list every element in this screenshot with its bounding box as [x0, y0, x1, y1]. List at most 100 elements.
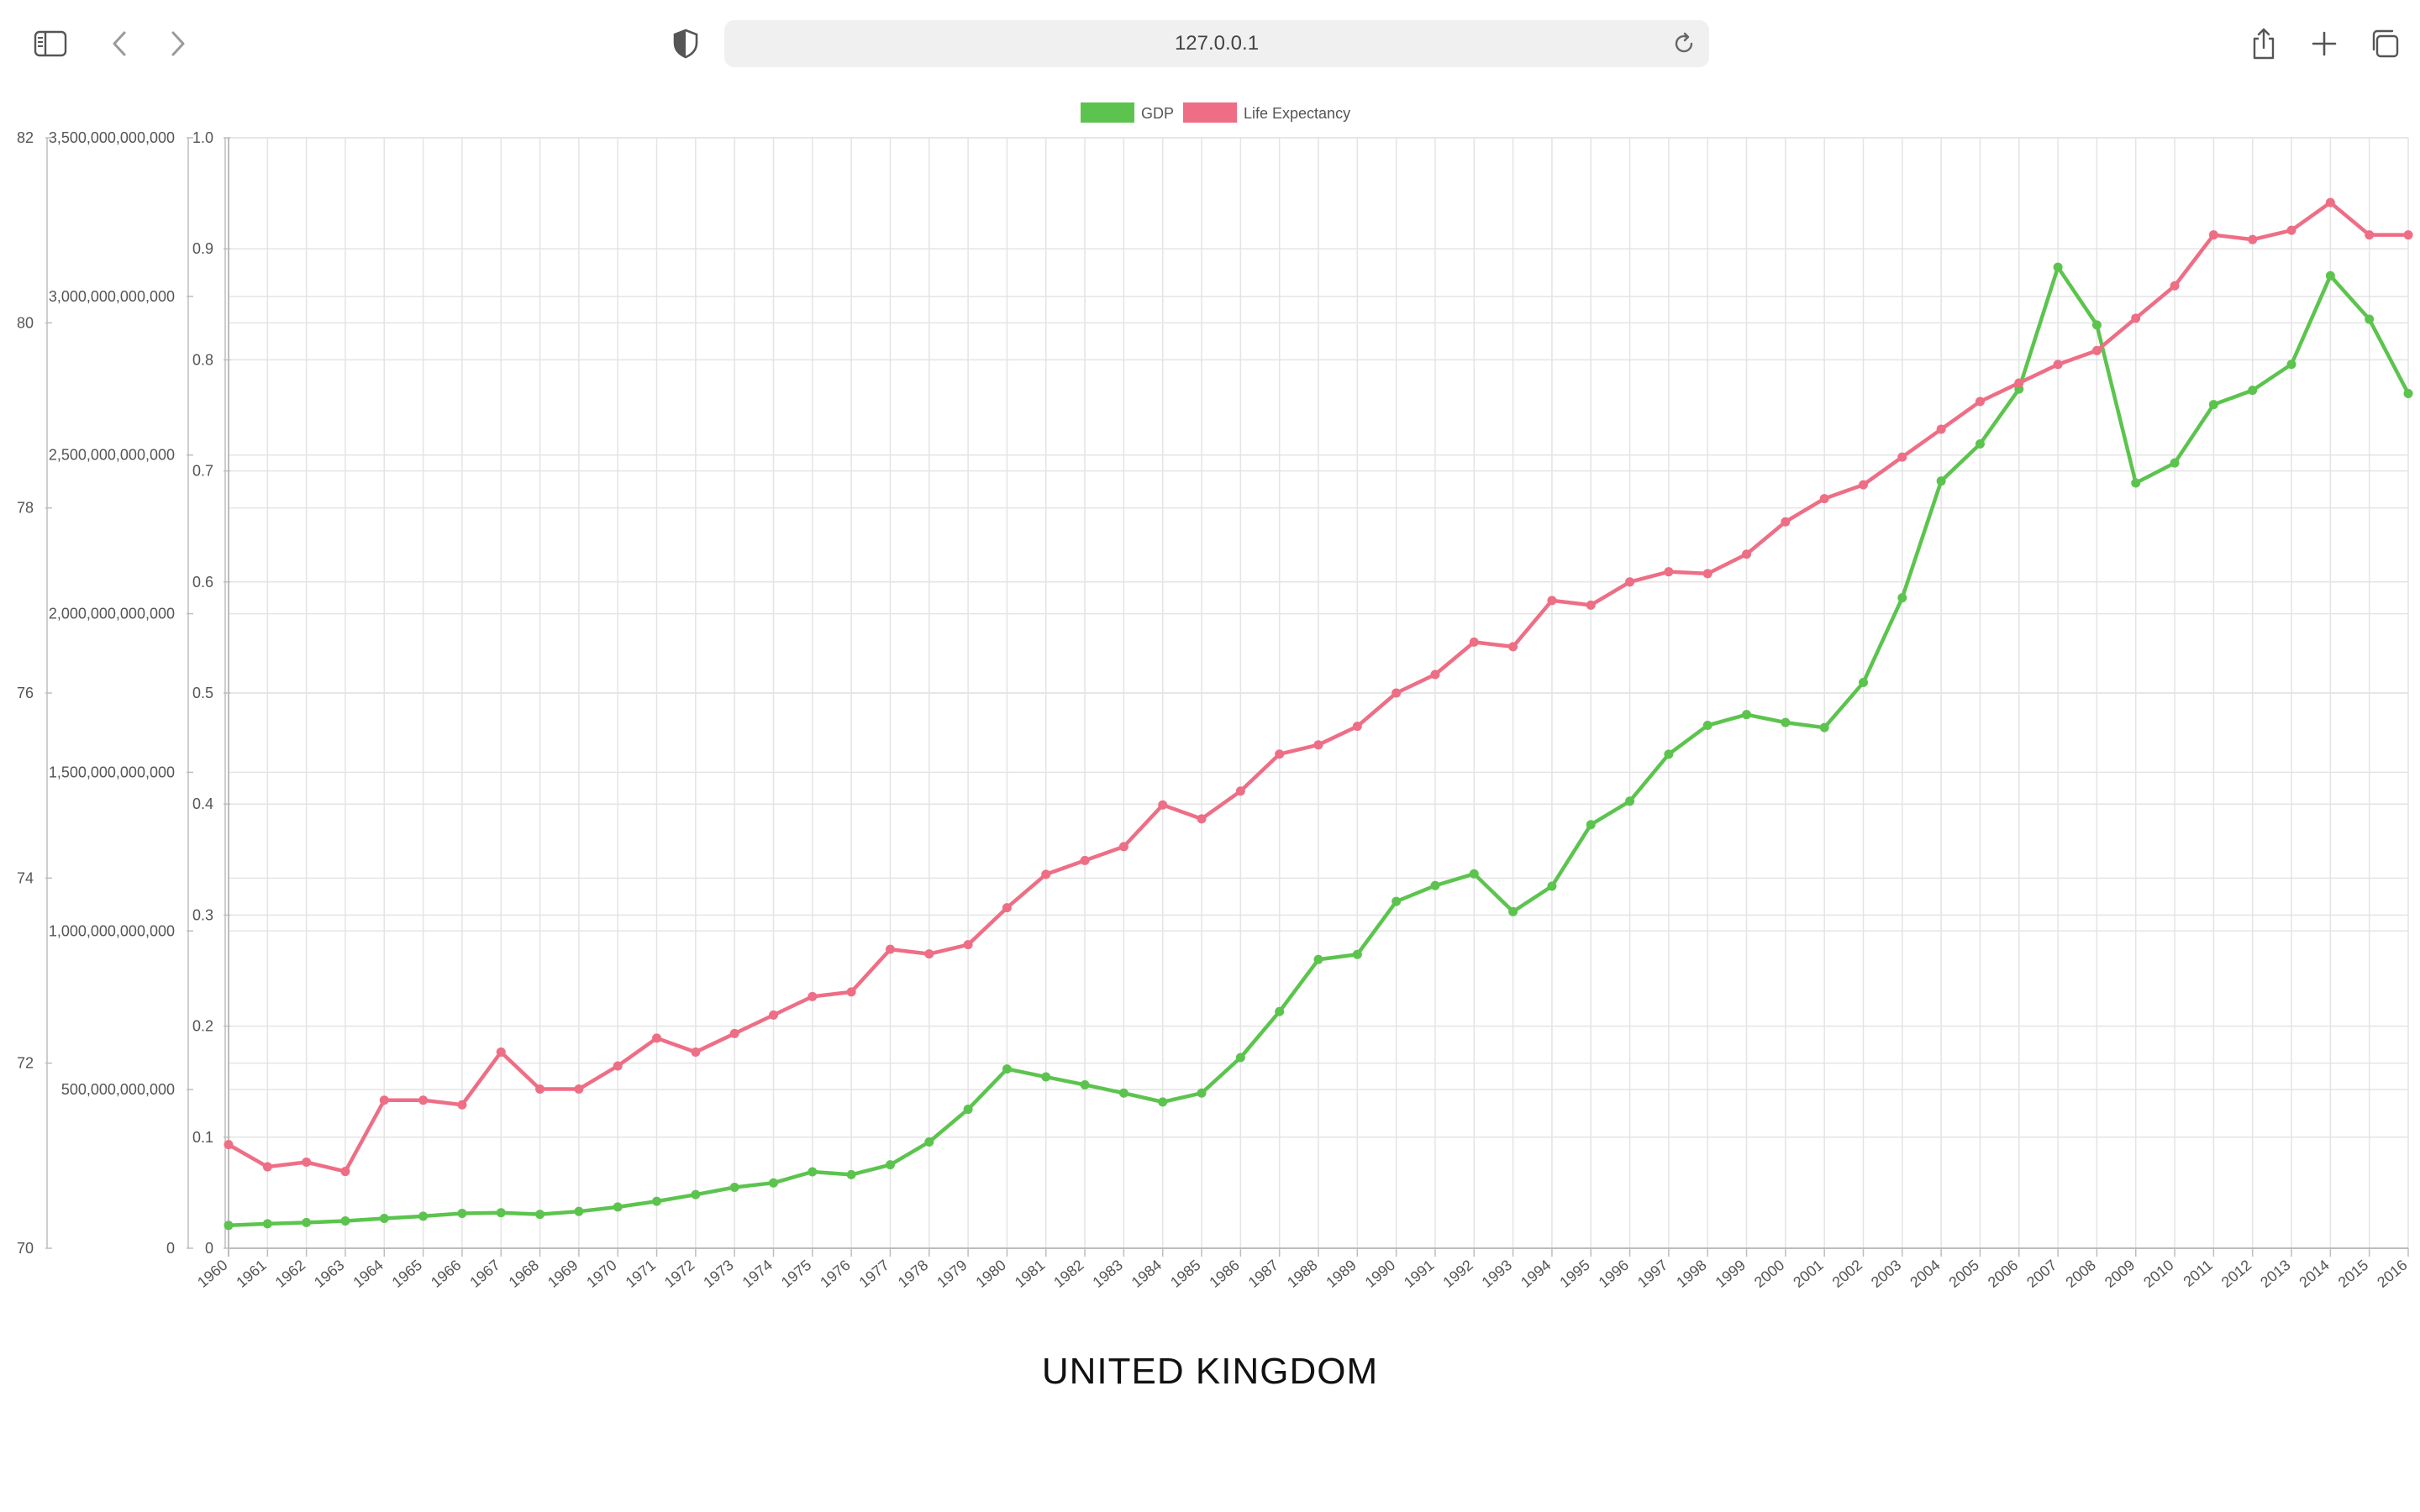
data-point-gdp — [1080, 1079, 1090, 1089]
data-point-gdp — [1547, 881, 1557, 891]
x-tick-label: 1969 — [544, 1257, 581, 1291]
y-tick-label-life: 82 — [17, 129, 34, 146]
data-point-life-expectancy — [1002, 903, 1012, 913]
data-point-gdp — [2170, 458, 2180, 468]
data-point-gdp — [1041, 1072, 1051, 1082]
y-tick-label-unit: 1.0 — [192, 129, 213, 146]
x-tick-label: 1994 — [1518, 1257, 1555, 1291]
x-tick-label: 1982 — [1050, 1257, 1087, 1291]
data-point-gdp — [418, 1211, 429, 1221]
x-tick-label: 1991 — [1401, 1257, 1438, 1291]
data-point-gdp — [2403, 388, 2413, 398]
y-tick-label-unit: 0 — [205, 1240, 213, 1257]
data-point-life-expectancy — [1897, 452, 1907, 462]
data-point-life-expectancy — [1469, 637, 1479, 647]
share-icon[interactable] — [2238, 18, 2289, 69]
data-point-gdp — [1742, 710, 1752, 720]
x-tick-label: 2000 — [1751, 1257, 1788, 1291]
privacy-shield-icon[interactable] — [660, 18, 711, 69]
data-point-life-expectancy — [379, 1095, 389, 1105]
forward-icon[interactable] — [153, 18, 203, 69]
data-point-life-expectancy — [1430, 669, 1440, 680]
data-point-gdp — [1352, 949, 1362, 959]
data-point-gdp — [340, 1216, 350, 1226]
address-bar[interactable]: 127.0.0.1 — [724, 20, 1709, 67]
x-tick-label: 2006 — [1985, 1257, 2022, 1291]
x-tick-label: 1995 — [1556, 1257, 1593, 1291]
data-point-gdp — [302, 1217, 312, 1227]
x-tick-label: 2014 — [2296, 1257, 2333, 1291]
data-point-life-expectancy — [1197, 814, 1207, 824]
x-tick-label: 1990 — [1362, 1257, 1399, 1291]
x-tick-label: 1960 — [194, 1257, 231, 1291]
data-point-life-expectancy — [1664, 567, 1674, 577]
data-point-life-expectancy — [496, 1047, 506, 1057]
x-tick-label: 1979 — [934, 1257, 971, 1291]
data-point-life-expectancy — [1859, 480, 1868, 490]
data-point-gdp — [1275, 1006, 1285, 1016]
data-point-gdp — [2053, 262, 2063, 272]
x-tick-label: 2013 — [2257, 1257, 2294, 1291]
x-tick-label: 1985 — [1167, 1257, 1204, 1291]
data-point-gdp — [2286, 360, 2296, 370]
data-point-gdp — [2131, 478, 2141, 488]
x-tick-label: 2004 — [1907, 1257, 1944, 1291]
chart-title: UNITED KINGDOM — [1041, 1351, 1379, 1392]
x-tick-label: 1962 — [272, 1257, 309, 1291]
x-tick-label: 1974 — [739, 1257, 776, 1291]
data-point-gdp — [808, 1167, 818, 1177]
data-point-life-expectancy — [691, 1047, 701, 1057]
legend-label-gdp: GDP — [1141, 105, 1174, 122]
data-point-gdp — [574, 1206, 584, 1216]
data-point-gdp — [379, 1213, 389, 1223]
data-point-gdp — [1859, 678, 1868, 688]
x-tick-label: 1966 — [428, 1257, 465, 1291]
new-tab-icon[interactable] — [2299, 18, 2349, 69]
data-point-gdp — [1702, 721, 1712, 731]
data-point-life-expectancy — [2208, 230, 2218, 240]
data-point-life-expectancy — [574, 1084, 584, 1095]
data-point-life-expectancy — [1975, 396, 1985, 407]
reload-icon[interactable] — [1670, 30, 1697, 57]
y-tick-label-gdp: 2,000,000,000,000 — [49, 606, 175, 622]
data-point-gdp — [1313, 954, 1323, 964]
y-tick-label-gdp: 3,500,000,000,000 — [49, 129, 175, 146]
url-text: 127.0.0.1 — [1174, 32, 1260, 55]
x-tick-label: 2002 — [1829, 1257, 1866, 1291]
data-point-gdp — [1430, 880, 1440, 890]
data-point-gdp — [1197, 1088, 1207, 1098]
y-tick-label-unit: 0.4 — [192, 795, 213, 812]
data-point-gdp — [2365, 314, 2375, 324]
x-tick-label: 1965 — [389, 1257, 426, 1291]
data-point-life-expectancy — [1547, 596, 1557, 606]
data-point-life-expectancy — [302, 1158, 312, 1168]
data-point-life-expectancy — [1313, 740, 1323, 750]
x-tick-label: 1984 — [1128, 1257, 1165, 1291]
data-point-gdp — [457, 1208, 467, 1218]
data-point-life-expectancy — [1275, 749, 1285, 759]
data-point-life-expectancy — [1702, 569, 1712, 579]
data-point-gdp — [2325, 270, 2335, 281]
data-point-life-expectancy — [1742, 549, 1752, 559]
x-tick-label: 2011 — [2180, 1257, 2216, 1290]
x-tick-label: 1986 — [1206, 1257, 1243, 1291]
x-tick-label: 2012 — [2218, 1257, 2255, 1291]
tab-overview-icon[interactable] — [2360, 18, 2410, 69]
data-point-life-expectancy — [1118, 842, 1128, 852]
data-point-life-expectancy — [224, 1140, 234, 1150]
back-icon[interactable] — [94, 18, 145, 69]
data-point-life-expectancy — [535, 1084, 545, 1095]
x-tick-label: 2015 — [2335, 1257, 2372, 1291]
data-point-gdp — [1392, 896, 1402, 906]
data-point-life-expectancy — [1586, 600, 1596, 610]
data-point-life-expectancy — [1819, 494, 1829, 504]
gdp-life-expectancy-chart: 70 72 74 76 78 80 82 0 500,000,000,000 1,000,000,… — [17, 102, 2413, 1291]
data-point-life-expectancy — [262, 1162, 272, 1172]
y-tick-label-life: 74 — [17, 869, 34, 886]
data-point-life-expectancy — [652, 1033, 662, 1043]
data-point-gdp — [963, 1105, 973, 1115]
data-point-gdp — [1936, 476, 1946, 486]
x-tick-label: 1978 — [895, 1257, 932, 1291]
y-tick-label-gdp: 0 — [166, 1240, 175, 1257]
sidebar-toggle-icon[interactable] — [25, 18, 76, 69]
